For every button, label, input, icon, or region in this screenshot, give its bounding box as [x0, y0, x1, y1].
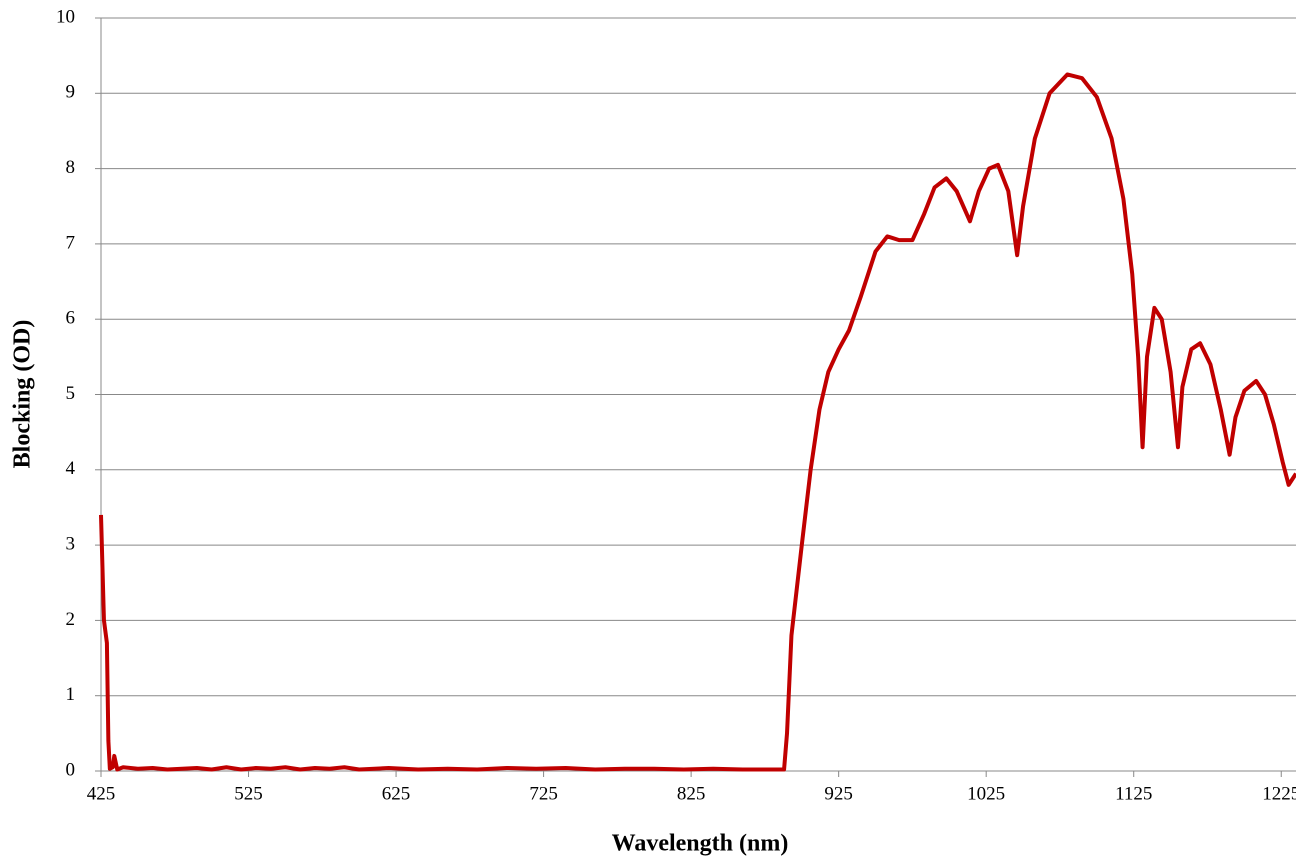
y-tick-label: 10	[56, 6, 75, 27]
data-line	[99, 72, 1296, 772]
y-tick-label: 7	[66, 232, 76, 253]
x-tick-label: 1125	[1115, 783, 1152, 804]
x-tick-label: 725	[529, 783, 558, 804]
y-axis-label: Blocking (OD)	[10, 320, 36, 469]
y-tick-label: 4	[66, 458, 76, 479]
x-axis-label: Wavelength (nm)	[612, 831, 789, 857]
y-tick-label: 0	[66, 759, 76, 780]
y-tick-label: 9	[66, 82, 76, 103]
y-tick-label: 3	[66, 533, 76, 554]
y-tick-label: 2	[66, 609, 76, 630]
x-tick-label: 425	[87, 783, 116, 804]
y-tick-label: 8	[66, 157, 76, 178]
x-tick-label: 525	[234, 783, 263, 804]
y-tick-label: 6	[66, 308, 76, 329]
x-tick-label: 1025	[967, 783, 1005, 804]
y-tick-label: 5	[66, 383, 76, 404]
x-tick-label: 825	[677, 783, 706, 804]
y-tick-label: 1	[66, 684, 76, 705]
x-tick-label: 625	[382, 783, 411, 804]
x-tick-label: 925	[824, 783, 853, 804]
x-tick-label: 1225	[1262, 783, 1296, 804]
